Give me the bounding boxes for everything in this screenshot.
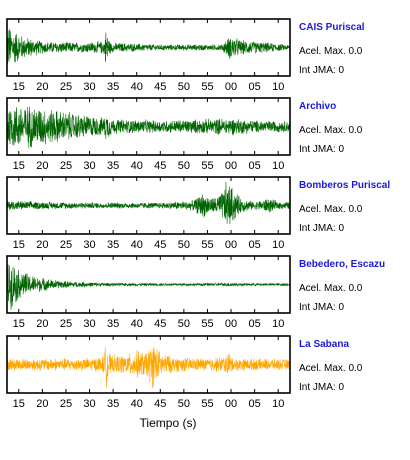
x-tick-label: 30 xyxy=(83,318,95,330)
x-tick-label: 45 xyxy=(154,160,166,172)
panel-4: 15 20 25 30 35 40 45 50 55 00 05 10 xyxy=(6,255,291,330)
station-name: CAIS Puriscal xyxy=(299,22,365,33)
x-tick-label: 00 xyxy=(225,160,237,172)
x-tick-label: 10 xyxy=(272,318,284,330)
x-tick-label: 25 xyxy=(60,160,72,172)
station-name: La Sabana xyxy=(299,339,350,350)
panel-frame xyxy=(6,335,291,394)
max-acceleration-label: Acel. Max. 0.0 xyxy=(299,204,363,215)
x-tick-label: 40 xyxy=(131,160,143,172)
waveform-trace xyxy=(7,181,290,225)
station-name: Bomberos Puriscal xyxy=(299,180,391,191)
jma-intensity-label: Int JMA: 0 xyxy=(299,223,345,234)
x-tick-label: 05 xyxy=(249,81,261,93)
x-tick-label: 45 xyxy=(154,81,166,93)
x-tick-label: 35 xyxy=(107,81,119,93)
x-tick-label: 50 xyxy=(178,398,190,410)
x-tick-label: 15 xyxy=(13,81,25,93)
x-tick-label: 35 xyxy=(107,160,119,172)
x-tick-label: 40 xyxy=(131,239,143,251)
x-tick-label: 35 xyxy=(107,318,119,330)
x-tick-label: 05 xyxy=(249,398,261,410)
jma-intensity-label: Int JMA: 0 xyxy=(299,302,345,313)
x-axis-title-wrap: Tiempo (s) xyxy=(0,414,410,432)
x-tick-label: 50 xyxy=(178,318,190,330)
x-tick-label: 45 xyxy=(154,398,166,410)
x-tick-label: 45 xyxy=(154,318,166,330)
max-acceleration-label: Acel. Max. 0.0 xyxy=(299,46,363,57)
x-tick-label: 10 xyxy=(272,398,284,410)
x-tick-label: 00 xyxy=(225,318,237,330)
x-tick-label: 30 xyxy=(83,160,95,172)
jma-intensity-label: Int JMA: 0 xyxy=(299,144,345,155)
x-tick-label: 35 xyxy=(107,398,119,410)
x-tick-label: 00 xyxy=(225,81,237,93)
x-tick-label: 55 xyxy=(201,239,213,251)
x-tick-label: 30 xyxy=(83,239,95,251)
x-tick-label: 15 xyxy=(13,160,25,172)
x-tick-label: 55 xyxy=(201,318,213,330)
x-tick-label: 55 xyxy=(201,398,213,410)
panel-1: 15 20 25 30 35 40 45 50 55 00 05 10 xyxy=(6,18,291,93)
x-tick-label: 40 xyxy=(131,81,143,93)
waveform-trace xyxy=(7,28,290,64)
x-tick-label: 10 xyxy=(272,160,284,172)
x-tick-label: 15 xyxy=(13,239,25,251)
x-tick-label: 25 xyxy=(60,81,72,93)
x-tick-label: 05 xyxy=(249,160,261,172)
x-tick-label: 20 xyxy=(36,318,48,330)
x-tick-label: 25 xyxy=(60,239,72,251)
x-axis-title: Tiempo (s) xyxy=(139,416,197,430)
x-tick-label: 25 xyxy=(60,398,72,410)
panel-frame xyxy=(6,18,291,77)
x-tick-label: 35 xyxy=(107,239,119,251)
x-tick-label: 50 xyxy=(178,160,190,172)
x-tick-label: 15 xyxy=(13,398,25,410)
x-tick-label: 20 xyxy=(36,81,48,93)
x-tick-label: 30 xyxy=(83,81,95,93)
x-tick-label: 00 xyxy=(225,239,237,251)
x-tick-label: 30 xyxy=(83,398,95,410)
panel-frame xyxy=(6,255,291,314)
x-tick-label: 10 xyxy=(272,239,284,251)
x-tick-label: 20 xyxy=(36,398,48,410)
station-name: Bebedero, Escazu xyxy=(299,259,386,270)
jma-intensity-label: Int JMA: 0 xyxy=(299,382,345,393)
x-tick-label: 05 xyxy=(249,239,261,251)
x-tick-label: 25 xyxy=(60,318,72,330)
x-tick-label: 40 xyxy=(131,398,143,410)
max-acceleration-label: Acel. Max. 0.0 xyxy=(299,125,363,136)
x-tick-label: 50 xyxy=(178,81,190,93)
max-acceleration-label: Acel. Max. 0.0 xyxy=(299,363,363,374)
panel-frame xyxy=(6,97,291,156)
max-acceleration-label: Acel. Max. 0.0 xyxy=(299,283,363,294)
panel-3: 15 20 25 30 35 40 45 50 55 00 05 10 xyxy=(6,176,291,251)
jma-intensity-label: Int JMA: 0 xyxy=(299,65,345,76)
x-tick-label: 20 xyxy=(36,160,48,172)
x-tick-label: 00 xyxy=(225,398,237,410)
panel-frame xyxy=(6,176,291,235)
panel-2: 15 20 25 30 35 40 45 50 55 00 05 10 xyxy=(6,97,291,172)
x-tick-label: 15 xyxy=(13,318,25,330)
station-name: Archivo xyxy=(299,101,337,112)
waveform-trace xyxy=(7,106,290,149)
x-tick-label: 50 xyxy=(178,239,190,251)
x-tick-label: 55 xyxy=(201,81,213,93)
x-tick-label: 45 xyxy=(154,239,166,251)
panel-5: 15 20 25 30 35 40 45 50 55 00 05 10 xyxy=(6,335,291,410)
x-tick-label: 20 xyxy=(36,239,48,251)
x-tick-label: 10 xyxy=(272,81,284,93)
x-tick-label: 40 xyxy=(131,318,143,330)
waveform-trace xyxy=(7,347,290,389)
x-tick-label: 05 xyxy=(249,318,261,330)
x-tick-label: 55 xyxy=(201,160,213,172)
waveform-trace xyxy=(7,264,290,311)
